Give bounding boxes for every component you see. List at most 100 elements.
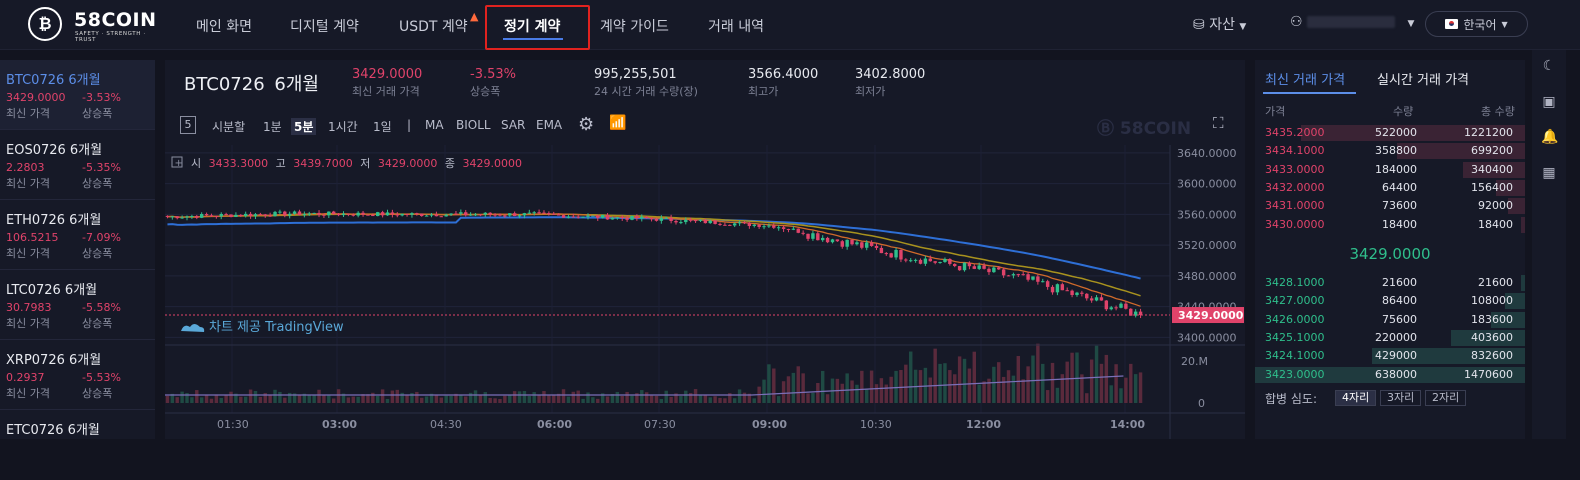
interval-line[interactable]: 시분할 <box>212 120 246 134</box>
language-selector[interactable]: 한국어 ▼ <box>1425 11 1528 37</box>
contract-item-xrp[interactable]: XRP0726 6개월 0.2937 -5.53% 최신 가격 상승폭 <box>0 340 155 410</box>
candle-body <box>268 215 272 217</box>
contract-item-etc[interactable]: ETC0726 6개월 <box>0 410 155 480</box>
moon-icon[interactable]: ☾ <box>1542 58 1556 74</box>
volume-bar <box>654 395 659 403</box>
volume-bar <box>713 396 717 403</box>
ask-row[interactable]: 3434.1000 358800 699200 <box>1255 142 1525 160</box>
candle-body <box>884 253 888 255</box>
depth-4-button[interactable]: 4자리 <box>1335 390 1377 406</box>
ask-row[interactable]: 3435.2000 522000 1221200 <box>1255 124 1525 142</box>
assets-menu[interactable]: ⛁ 자산 ▼ <box>1193 14 1246 34</box>
interval-1m[interactable]: 1분 <box>263 120 282 134</box>
tab-realtime-price[interactable]: 실시간 거래 가격 <box>1377 73 1469 88</box>
contract-price: 30.7983 <box>6 301 52 314</box>
volume-bar <box>605 396 610 403</box>
contract-item-btc[interactable]: BTC0726 6개월 3429.0000 -3.53% 최신 가격 상승폭 <box>0 60 155 130</box>
candle-body <box>175 216 179 219</box>
indicator-sar[interactable]: SAR <box>501 118 526 132</box>
ask-row[interactable]: 3431.0000 73600 92000 <box>1255 197 1525 215</box>
volume-bar <box>503 395 507 403</box>
ask-row[interactable]: 3430.0000 18400 18400 <box>1255 216 1525 234</box>
candle-body <box>527 212 532 214</box>
bid-row[interactable]: 3427.0000 86400 108000 <box>1255 292 1525 310</box>
volume-bar <box>860 370 864 403</box>
tab-latest-price[interactable]: 최신 거래 가격 <box>1265 73 1346 88</box>
nav-contract-guide[interactable]: 계약 가이드 <box>600 19 669 35</box>
nav-usdt-contract[interactable]: USDT 계약 <box>399 19 468 35</box>
candle-body <box>376 212 380 217</box>
wallet-icon[interactable]: ▣ <box>1542 94 1556 110</box>
candle-body <box>1109 307 1113 310</box>
contract-item-ltc[interactable]: LTC0726 6개월 30.7983 -5.58% 최신 가격 상승폭 <box>0 270 155 340</box>
nav-home[interactable]: 메인 화면 <box>196 19 252 35</box>
volume-bar <box>928 377 932 403</box>
volume-bar <box>1031 355 1035 403</box>
contract-price-label: 최신 가격 <box>6 247 50 260</box>
candle-body <box>459 212 463 214</box>
bid-row[interactable]: 3426.0000 75600 183600 <box>1255 311 1525 329</box>
calculator-icon[interactable]: ▦ <box>1542 165 1556 181</box>
indicator-ema[interactable]: EMA <box>536 118 563 132</box>
candle-body <box>630 215 634 220</box>
volume-bar <box>644 392 649 403</box>
nav-futures-contract[interactable]: 정기 계약 <box>504 19 561 35</box>
bid-row[interactable]: 3425.1000 220000 403600 <box>1255 329 1525 347</box>
candle-body <box>234 214 238 217</box>
candle-body <box>239 214 243 217</box>
bid-row[interactable]: 3428.1000 21600 21600 <box>1255 274 1525 292</box>
depth-2-button[interactable]: 2자리 <box>1425 390 1467 406</box>
contract-change-label: 상승폭 <box>82 107 113 120</box>
volume-bar <box>791 372 796 403</box>
volume-bar <box>508 394 512 403</box>
indicator-boll[interactable]: BIOLL <box>456 118 491 132</box>
ask-total: 156400 <box>1471 180 1513 194</box>
fullscreen-icon[interactable]: ⛶ <box>1213 114 1224 132</box>
bell-icon[interactable]: 🔔 <box>1541 129 1559 145</box>
bid-total: 183600 <box>1471 312 1513 326</box>
candlestick-chart[interactable]: 3640.0000 3600.0000 3560.0000 3520.0000 3480… <box>165 145 1245 439</box>
ask-depth-bar <box>1508 198 1525 215</box>
ask-row[interactable]: 3432.0000 64400 156400 <box>1255 179 1525 197</box>
candle-body <box>874 245 879 248</box>
interval-5m[interactable]: 5분 <box>291 118 317 135</box>
volume-bar <box>953 374 957 403</box>
candle-body <box>923 258 928 264</box>
logo[interactable]: ₿ 58COIN SAFETY · STRENGTH · TRUST <box>28 7 168 43</box>
collapse-legend-icon[interactable] <box>171 156 183 168</box>
volume-bar <box>1109 385 1113 403</box>
nav-digital-contract[interactable]: 디지털 계약 <box>290 19 359 35</box>
bid-row[interactable]: 3423.0000 638000 1470600 <box>1255 366 1525 384</box>
candle-body <box>380 212 385 216</box>
indicator-ma[interactable]: MA <box>425 118 444 132</box>
volume-bar <box>894 370 898 403</box>
volume-bar <box>1026 366 1030 403</box>
contract-item-eos[interactable]: EOS0726 6개월 2.2803 -5.35% 최신 가격 상승폭 <box>0 130 155 200</box>
depth-3-button[interactable]: 3자리 <box>1380 390 1422 406</box>
settings-gear-icon[interactable]: ⚙ <box>578 114 595 135</box>
user-menu[interactable]: ⚇ ▼ <box>1290 14 1414 30</box>
bid-row[interactable]: 3424.1000 429000 832600 <box>1255 347 1525 365</box>
ask-row[interactable]: 3433.0000 184000 340400 <box>1255 161 1525 179</box>
indicators-chart-icon[interactable]: 📶 <box>609 115 627 131</box>
candle-body <box>600 214 605 218</box>
candle-body <box>292 211 297 214</box>
volume-bar <box>1089 359 1094 403</box>
interval-1h[interactable]: 1시간 <box>328 120 358 134</box>
ohlc-close: 3429.0000 <box>463 157 523 170</box>
volume-bar <box>312 395 316 403</box>
price-tick-label: 3480.0000 <box>1177 270 1237 283</box>
price-chart[interactable]: 3640.0000 3600.0000 3560.0000 3520.0000 3480… <box>165 145 1245 439</box>
volume-bar <box>195 390 199 403</box>
ohlc-high: 3439.7000 <box>293 157 353 170</box>
interval-box[interactable]: 5 <box>180 116 196 134</box>
contract-item-eth[interactable]: ETH0726 6개월 106.5215 -7.09% 최신 가격 상승폭 <box>0 200 155 270</box>
order-book: 최신 거래 가격 실시간 거래 가격 가격 수량 총 수량 3435.2000 5… <box>1255 60 1525 439</box>
interval-1d[interactable]: 1일 <box>373 120 392 134</box>
candle-body <box>561 215 566 218</box>
tradingview-attribution[interactable]: 차트 제공 TradingView <box>181 320 344 335</box>
volume-bar <box>576 390 580 403</box>
nav-trade-history[interactable]: 거래 내역 <box>708 19 764 35</box>
volume-bar <box>219 397 223 403</box>
time-tick-label: 06:00 <box>537 418 572 431</box>
